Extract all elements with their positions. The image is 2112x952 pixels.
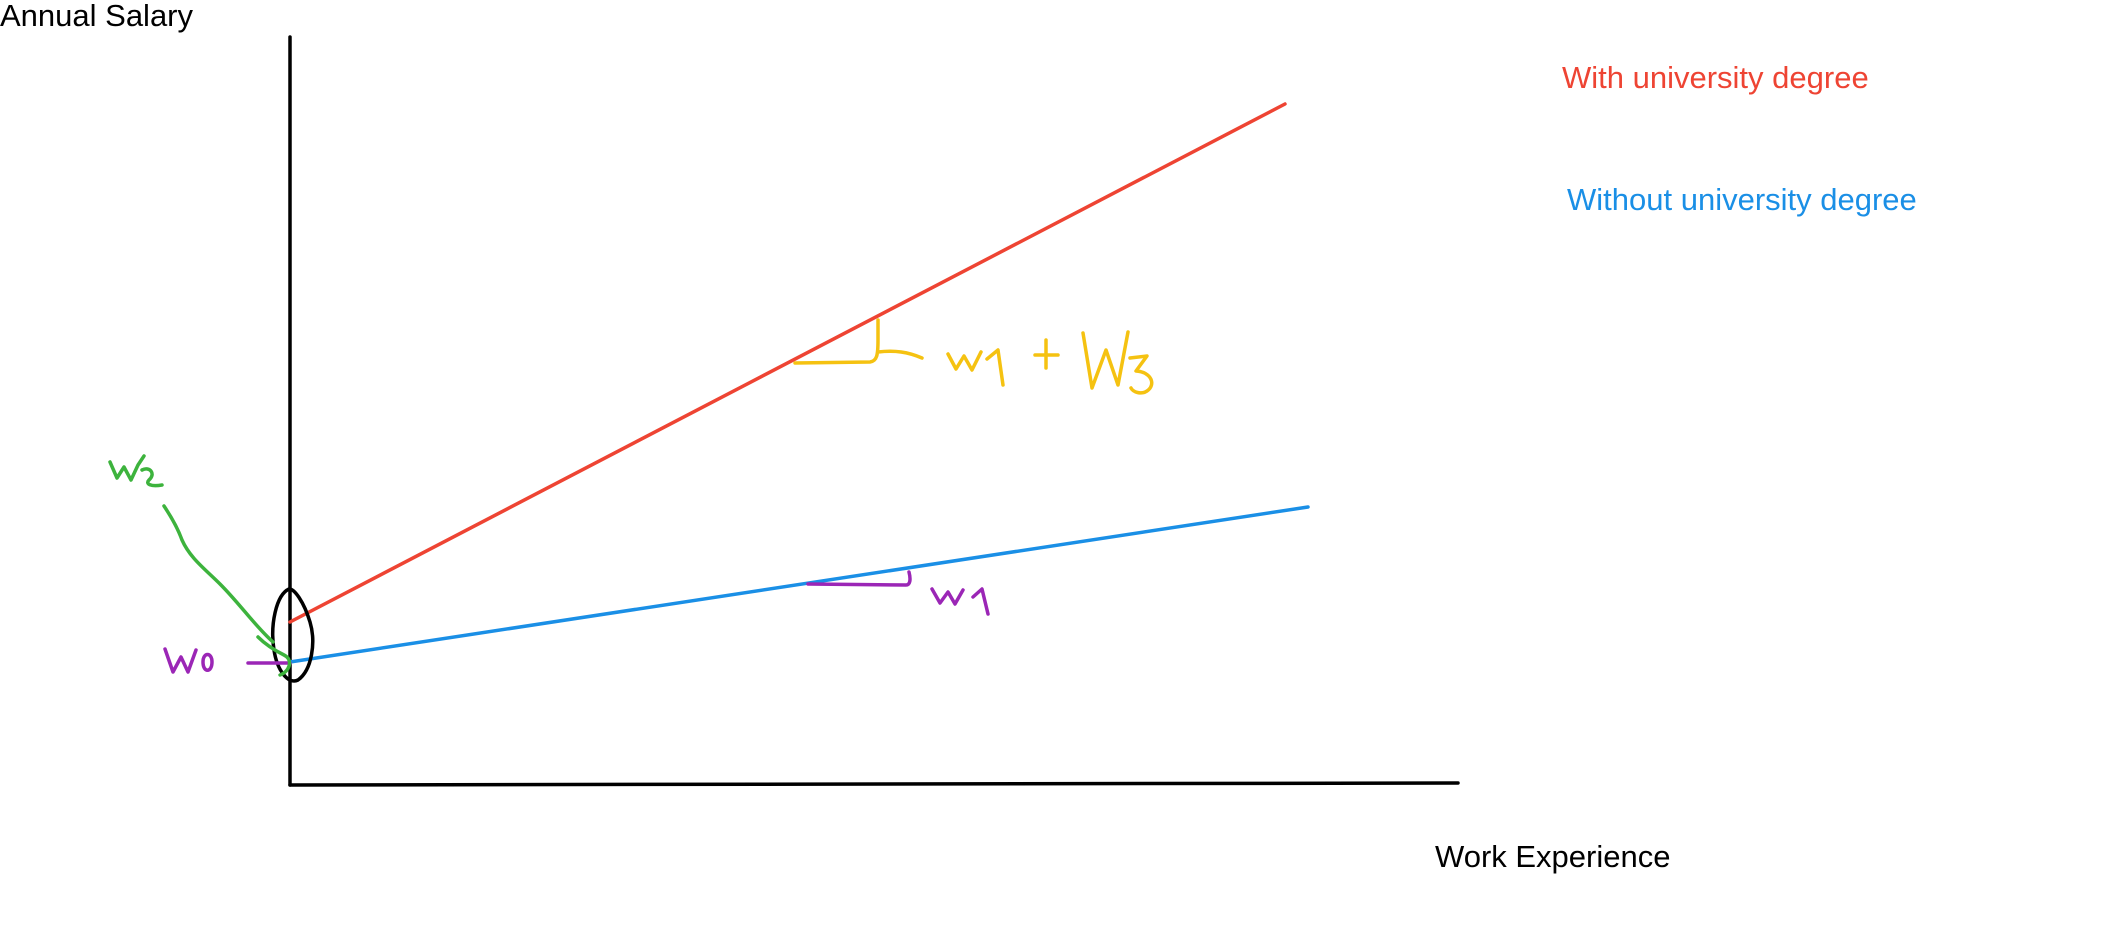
slope-without-bracket: [806, 570, 912, 587]
legend-without-degree: Without university degree: [1567, 182, 1917, 217]
slope-with-bracket: [793, 318, 924, 365]
slope-with-label: w1 + w3: [948, 369, 952, 371]
slope-with-w3-handwriting: [1081, 330, 1154, 395]
without-degree-line: [288, 505, 1310, 664]
slope-with-plus-handwriting: [1033, 338, 1060, 370]
intercept-circle: [271, 587, 315, 683]
offset-w2-handwriting: [108, 454, 164, 488]
x-axis-label: Work Experience: [1435, 839, 1670, 874]
x-axis: [288, 781, 1460, 787]
intercept-label: w0: [165, 671, 167, 673]
offset-label: w2: [110, 483, 112, 485]
slope-with-w1-handwriting: [946, 348, 1005, 387]
with-degree-line: [288, 102, 1287, 624]
slope-without-label: w1: [932, 603, 934, 605]
offset-arrow-curve: [162, 504, 292, 677]
slope-without-w1-handwriting: [930, 587, 990, 616]
intercept-w0-handwriting: [163, 647, 214, 674]
legend-with-degree: With university degree: [1562, 60, 1869, 95]
y-axis-label: Annual Salary: [0, 0, 194, 33]
